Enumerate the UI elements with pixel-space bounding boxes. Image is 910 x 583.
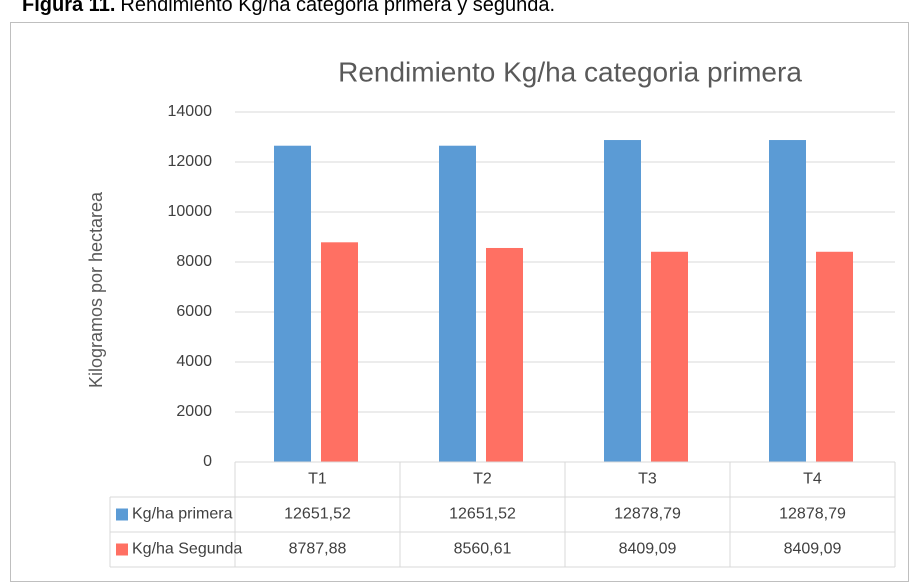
bar xyxy=(439,145,476,462)
table-value: 12651,52 xyxy=(284,506,351,523)
x-tick-label: T1 xyxy=(308,471,327,488)
legend-key xyxy=(116,508,128,521)
y-axis-title: Kilogramos por hectarea xyxy=(86,191,106,388)
bar xyxy=(604,140,641,462)
bar xyxy=(651,251,688,462)
legend-label: Kg/ha primera xyxy=(132,506,233,523)
x-tick-label: T4 xyxy=(803,471,822,488)
table-value: 8409,09 xyxy=(784,541,842,558)
bar xyxy=(816,251,853,462)
bar xyxy=(321,242,358,462)
y-tick-label: 4000 xyxy=(176,353,212,370)
y-tick-label: 10000 xyxy=(168,203,213,220)
y-tick-label: 6000 xyxy=(176,303,212,320)
bar xyxy=(274,145,311,462)
y-tick-label: 8000 xyxy=(176,253,212,270)
y-tick-label: 14000 xyxy=(168,103,213,120)
table-value: 12878,79 xyxy=(614,506,681,523)
table-value: 8787,88 xyxy=(289,541,347,558)
x-tick-label: T2 xyxy=(473,471,492,488)
bar xyxy=(769,140,806,462)
legend-label: Kg/ha Segunda xyxy=(132,541,242,558)
table-value: 12651,52 xyxy=(449,506,516,523)
caption-text: Rendimiento Kg/ha categoria primera y se… xyxy=(120,0,555,16)
legend-key xyxy=(116,543,128,556)
table-value: 8409,09 xyxy=(619,541,677,558)
table-value: 8560,61 xyxy=(454,541,512,558)
y-tick-label: 2000 xyxy=(176,403,212,420)
y-tick-label: 12000 xyxy=(168,153,213,170)
y-tick-label: 0 xyxy=(203,453,212,470)
x-tick-label: T3 xyxy=(638,471,657,488)
caption: Figura 11. Rendimiento Kg/ha categoria pr… xyxy=(22,0,555,16)
table-value: 12878,79 xyxy=(779,506,846,523)
bar xyxy=(486,247,523,462)
chart-title: Rendimiento Kg/ha categoria primera xyxy=(338,56,802,87)
caption-label: Figura 11. xyxy=(22,0,115,16)
